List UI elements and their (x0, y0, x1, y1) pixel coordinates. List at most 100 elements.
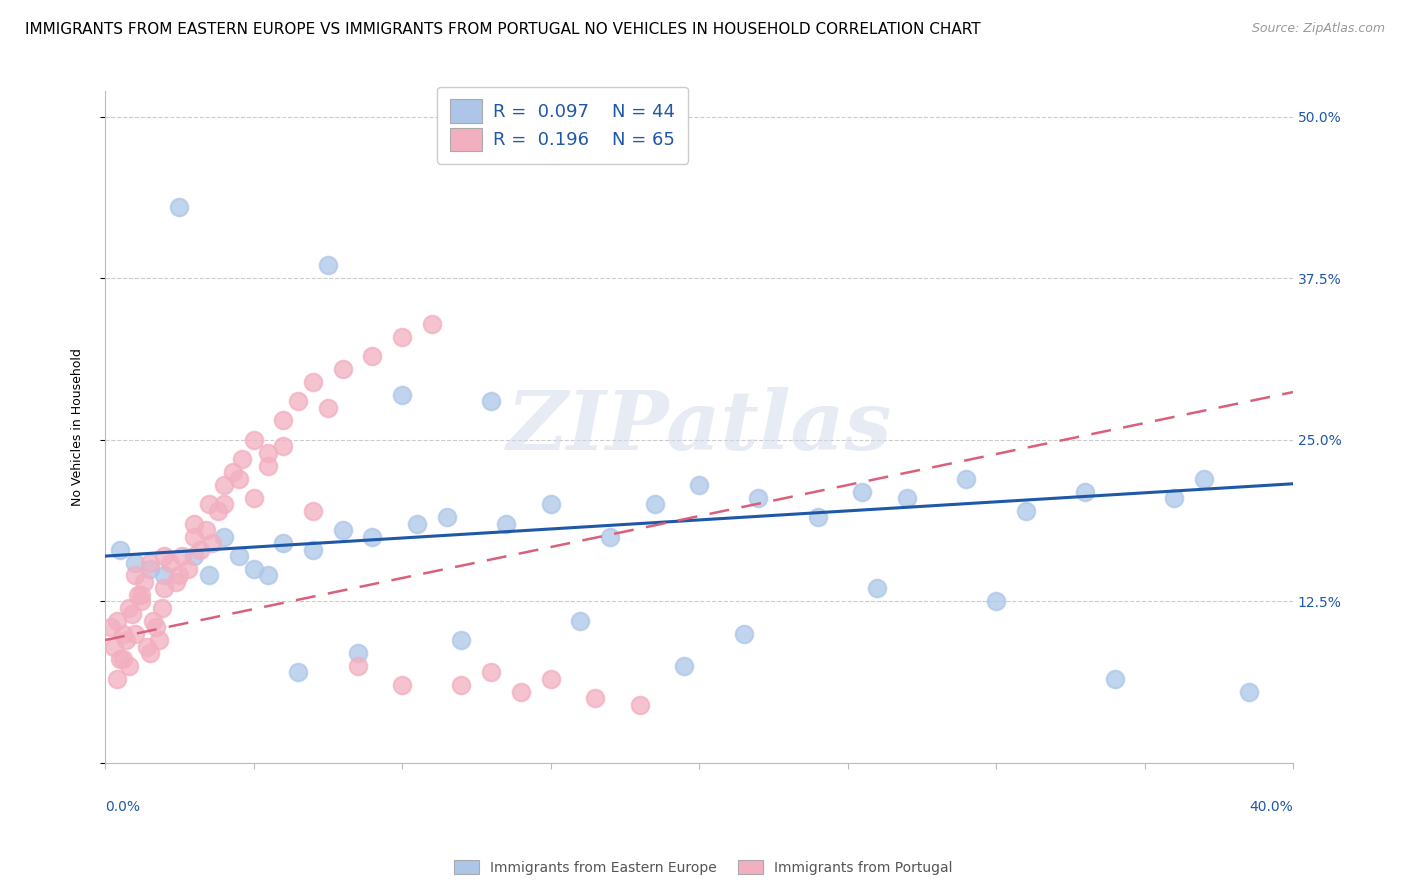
Point (628, 698, 651, 712)
Point (257, 458, 280, 473)
Point (361, 349, 384, 363)
Point (201, 536, 224, 550)
Point (111, 626, 134, 640)
Point (302, 542, 325, 557)
Point (450, 678, 472, 692)
Point (287, 394, 309, 409)
Point (183, 530, 205, 544)
Point (1015, 504, 1038, 518)
Text: IMMIGRANTS FROM EASTERN EUROPE VS IMMIGRANTS FROM PORTUGAL NO VEHICLES IN HOUSEH: IMMIGRANTS FROM EASTERN EUROPE VS IMMIGR… (25, 22, 981, 37)
Point (159, 556, 181, 570)
Point (271, 439, 294, 453)
Point (569, 614, 592, 628)
Point (127, 588, 149, 602)
Point (183, 549, 205, 563)
Point (150, 600, 173, 615)
Point (673, 659, 696, 673)
Point (231, 452, 253, 467)
Text: 40.0%: 40.0% (1250, 800, 1294, 814)
Point (896, 491, 918, 505)
Point (733, 626, 755, 640)
Point (198, 498, 221, 512)
Point (807, 510, 830, 524)
Point (195, 523, 218, 537)
Point (1237, 684, 1260, 698)
Point (316, 259, 339, 273)
Point (198, 568, 221, 582)
Point (1192, 472, 1215, 486)
Point (129, 588, 152, 602)
Point (851, 484, 873, 499)
Point (436, 510, 458, 524)
Point (984, 594, 1007, 608)
Point (644, 498, 666, 512)
Point (361, 530, 384, 544)
Point (271, 413, 294, 427)
Point (302, 375, 325, 389)
Point (121, 607, 143, 622)
Point (228, 472, 250, 486)
Legend: R =  0.097    N = 44, R =  0.196    N = 65: R = 0.097 N = 44, R = 0.196 N = 65 (437, 87, 688, 164)
Y-axis label: No Vehicles in Household: No Vehicles in Household (72, 348, 84, 506)
Point (1163, 491, 1185, 505)
Point (172, 549, 194, 563)
Point (302, 504, 325, 518)
Point (242, 491, 264, 505)
Point (142, 614, 165, 628)
Point (188, 542, 211, 557)
Point (129, 594, 152, 608)
Point (495, 516, 517, 531)
Point (207, 504, 229, 518)
Point (599, 530, 621, 544)
Point (108, 652, 131, 666)
Point (145, 620, 167, 634)
Point (688, 478, 710, 492)
Point (1074, 484, 1097, 499)
Point (138, 562, 160, 576)
Point (183, 516, 205, 531)
Text: Source: ZipAtlas.com: Source: ZipAtlas.com (1251, 22, 1385, 36)
Point (222, 465, 245, 479)
Point (105, 614, 128, 628)
Point (115, 633, 138, 648)
Point (955, 472, 977, 486)
Point (391, 329, 413, 343)
Point (332, 523, 354, 537)
Point (124, 568, 146, 582)
Point (169, 200, 191, 214)
Point (124, 556, 146, 570)
Point (135, 640, 157, 654)
Point (165, 574, 187, 589)
Legend: Immigrants from Eastern Europe, Immigrants from Portugal: Immigrants from Eastern Europe, Immigran… (449, 855, 957, 880)
Point (212, 478, 235, 492)
Point (124, 626, 146, 640)
Point (242, 562, 264, 576)
Point (346, 646, 368, 660)
Point (228, 549, 250, 563)
Point (212, 498, 235, 512)
Point (583, 691, 606, 706)
Point (138, 646, 160, 660)
Point (111, 652, 134, 666)
Point (108, 542, 131, 557)
Point (212, 530, 235, 544)
Point (132, 574, 155, 589)
Point (100, 620, 122, 634)
Point (391, 678, 413, 692)
Point (316, 401, 339, 415)
Point (103, 640, 125, 654)
Point (509, 684, 531, 698)
Point (257, 568, 280, 582)
Point (406, 516, 429, 531)
Point (540, 498, 562, 512)
Point (105, 672, 128, 686)
Point (153, 549, 176, 563)
Point (391, 387, 413, 401)
Point (866, 582, 889, 596)
Point (169, 568, 191, 582)
Point (287, 665, 309, 680)
Point (420, 317, 443, 331)
Point (540, 672, 562, 686)
Point (118, 600, 141, 615)
Point (138, 556, 160, 570)
